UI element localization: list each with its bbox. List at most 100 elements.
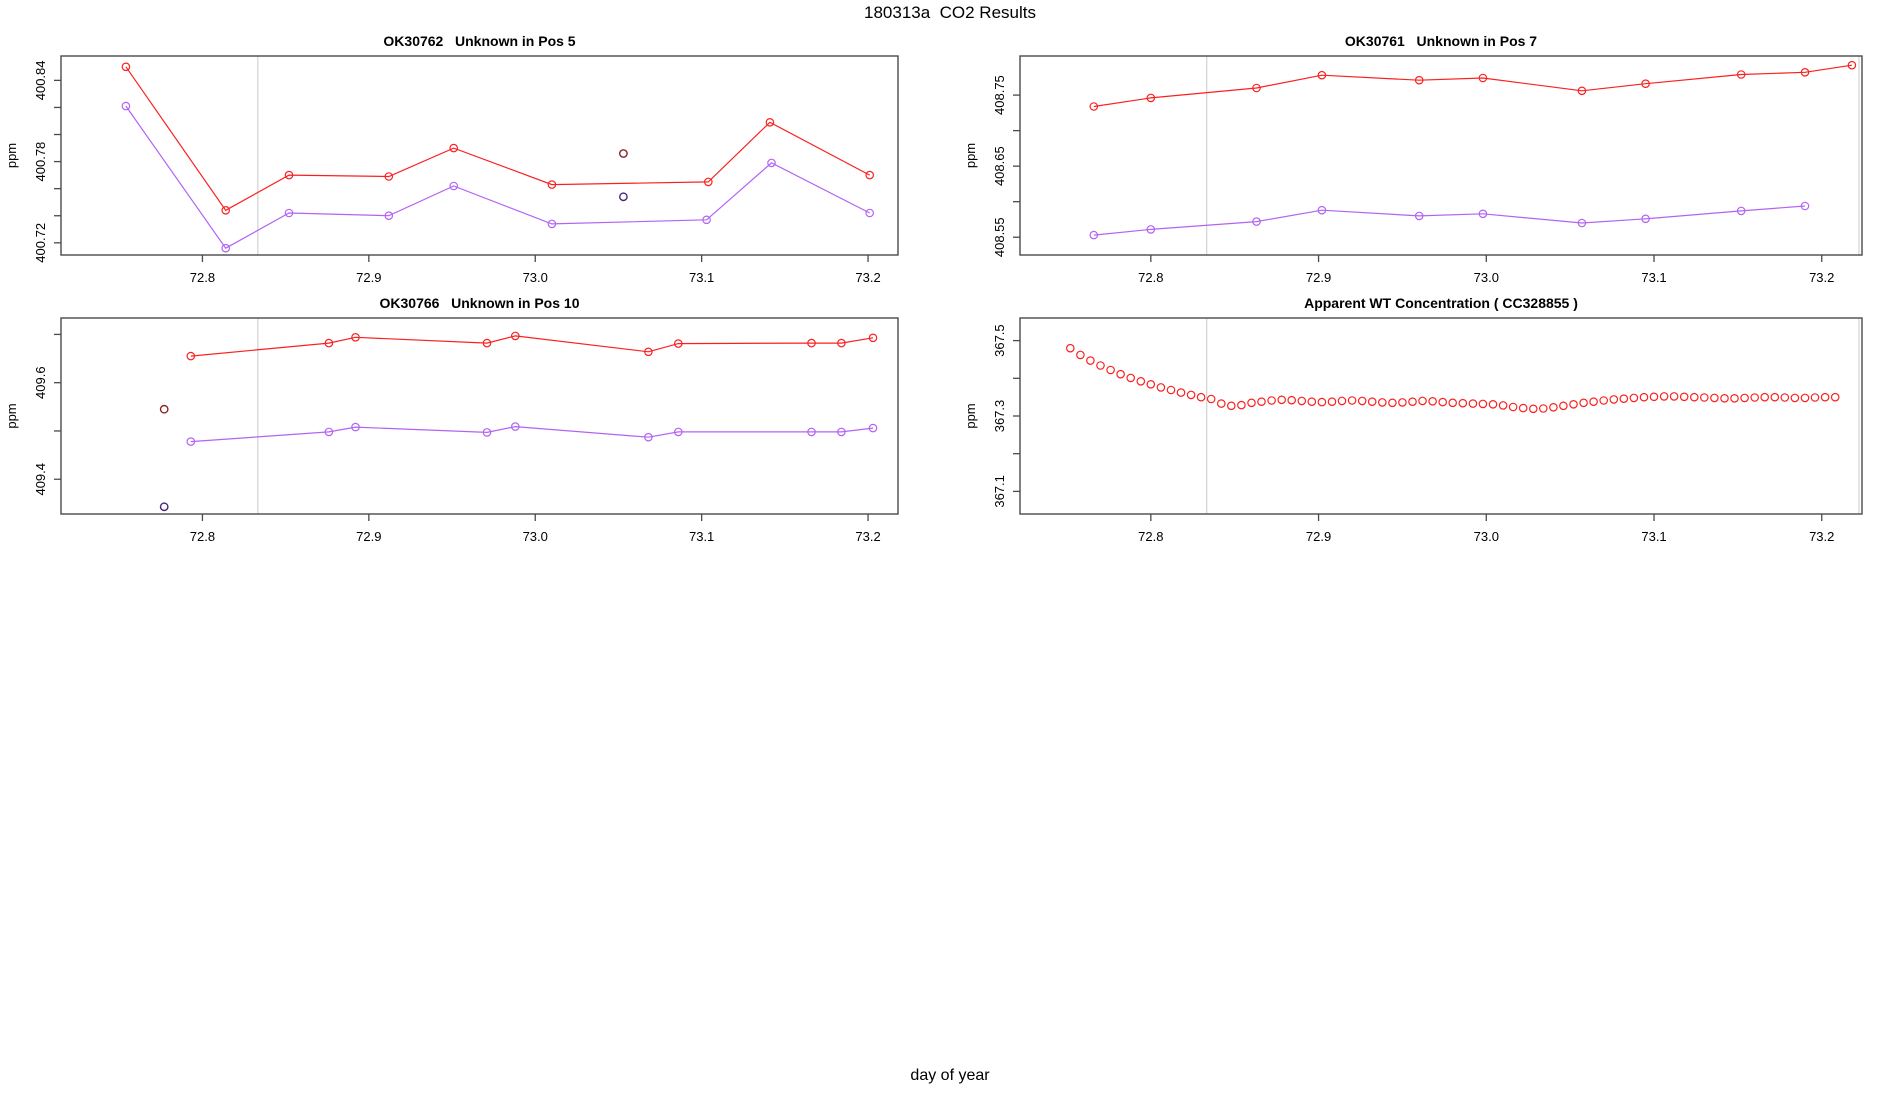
wt-concentration-point [1649,392,1659,402]
purple-trace-point [324,427,334,437]
purple-trace-point [510,422,520,431]
wt-concentration-point [1750,393,1760,402]
wt-concentration-point [1780,393,1790,402]
purple-trace-point [1641,214,1650,224]
y-tick-label: 400.78 [33,142,48,182]
x-tick-label: 73.0 [1474,270,1499,285]
wt-concentration-point [1066,343,1075,353]
red-trace-point [1847,60,1857,70]
flagged-red-point [159,404,169,414]
x-tick-label: 73.0 [1474,529,1499,544]
red-trace-point [807,338,816,348]
wt-concentration-point [1468,399,1478,408]
red-trace-point [384,172,394,181]
red-trace-point [284,170,294,180]
x-tick-label: 73.2 [855,270,880,285]
wt-concentration-point [1257,397,1266,407]
wt-concentration-point [1146,379,1156,389]
wt-concentration-point [1830,392,1840,402]
red-trace-point [1800,68,1810,77]
red-trace-point [186,351,196,361]
y-tick-label: 408.55 [992,217,1007,257]
y-tick-label: 400.72 [33,223,48,263]
x-tick-label: 73.0 [523,270,548,285]
panel-title-pos10: OK30766 Unknown in Pos 10 [379,295,580,311]
red-trace-point [121,62,131,72]
wt-concentration-point [1378,398,1387,407]
purple-trace-point [673,427,683,437]
flagged-red-point [619,149,628,158]
x-tick-label: 72.8 [1138,529,1163,544]
wt-concentration-point [1247,398,1256,408]
wt-concentration-point [1579,398,1588,408]
wt-concentration-point [1700,393,1709,402]
purple-trace-point [1089,230,1099,240]
x-tick-label: 73.2 [1809,529,1834,544]
wt-concentration-point [1760,392,1770,402]
wt-concentration-point [1609,395,1619,404]
page-title: 180313a CO2 Results [864,3,1036,22]
wt-concentration-point [1790,393,1800,403]
wt-concentration-point [1267,396,1276,405]
wt-concentration-point [1106,365,1115,375]
wt-concentration-point [1388,398,1397,408]
wt-concentration-point [1498,401,1508,410]
purple-trace-point [121,101,131,111]
y-tick-label: 408.75 [992,75,1007,115]
red-trace-point [673,339,683,348]
wt-concentration-point [1448,398,1458,408]
y-axis-title: ppm [963,403,978,428]
wt-concentration-point [1156,383,1166,392]
red-trace-point [482,338,492,348]
purple-trace-line [1093,205,1806,236]
wt-concentration-point [1317,397,1327,407]
y-tick-label: 367.5 [992,324,1007,357]
wt-concentration-point [1176,388,1186,397]
purple-trace-point [702,215,711,225]
purple-trace-point [868,423,878,433]
wt-concentration-point [1730,393,1739,403]
flagged-purple-point [619,192,628,202]
purple-trace-line [125,105,870,249]
x-tick-label: 72.8 [190,270,215,285]
y-axis-title: ppm [963,143,978,168]
wt-concentration-point [1629,393,1639,403]
wt-concentration-point [1217,399,1226,408]
red-trace-point [765,118,775,127]
wt-concentration-point [1166,385,1176,395]
purple-trace-point [865,208,875,218]
purple-trace-point [351,422,360,432]
y-tick-label: 408.65 [992,146,1007,186]
wt-concentration-point [1800,393,1810,403]
red-trace-point [1641,79,1650,89]
wt-concentration-point [1086,356,1095,365]
x-tick-label: 73.1 [689,529,714,544]
purple-trace-line [190,425,874,443]
wt-concentration-point [1408,397,1417,407]
y-tick-label: 367.1 [992,475,1007,508]
y-axis-title: ppm [4,403,19,428]
plot-box [1019,317,1863,515]
wt-concentration-point [1076,350,1085,360]
x-tick-label: 73.2 [1809,270,1834,285]
x-axis-title: day of year [910,1067,990,1084]
x-tick-label: 73.2 [855,529,880,544]
red-trace-point [221,206,231,215]
plot-box [60,317,899,515]
wt-concentration-point [1539,404,1548,413]
wt-concentration-point [1337,396,1347,406]
flagged-purple-point [159,502,169,512]
panel-title-pos5: OK30762 Unknown in Pos 5 [383,33,576,49]
purple-trace-point [449,181,459,191]
x-tick-label: 73.1 [1641,270,1666,285]
red-trace-point [1252,83,1261,93]
red-trace-point [510,331,520,341]
x-tick-label: 72.8 [190,529,215,544]
x-tick-label: 72.9 [1306,270,1331,285]
wt-concentration-point [1428,396,1437,406]
red-trace-point [1089,102,1099,111]
wt-concentration-point [1619,394,1629,404]
wt-concentration-point [1458,398,1468,408]
wt-concentration-point [1518,403,1528,413]
